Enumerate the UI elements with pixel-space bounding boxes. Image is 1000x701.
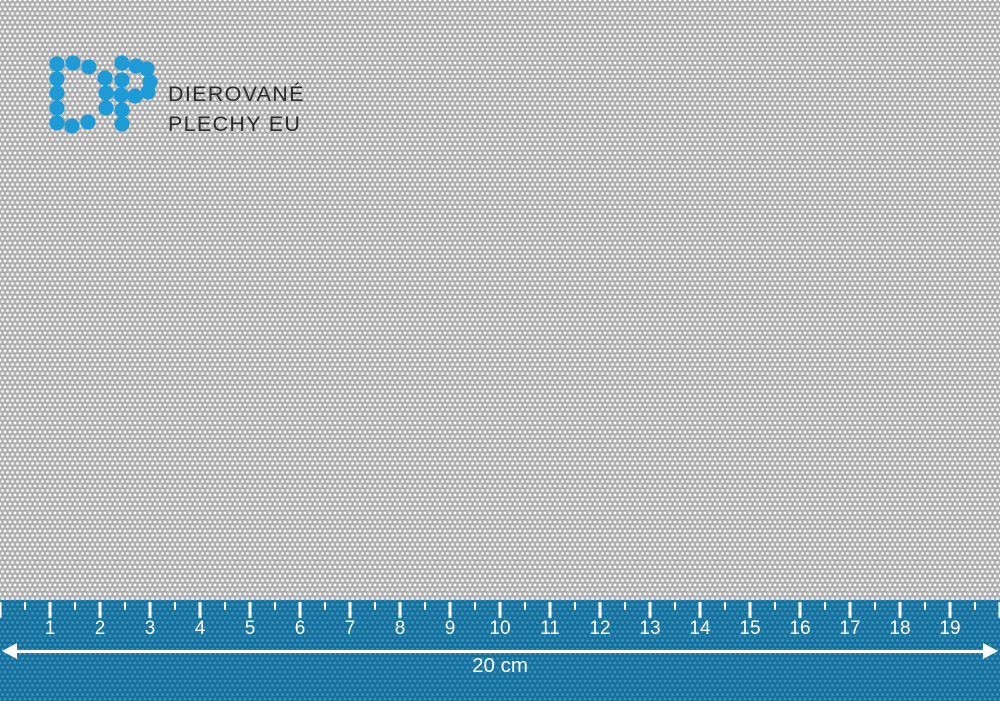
logo-dot	[114, 116, 130, 132]
ruler-number: 19	[939, 618, 961, 639]
ruler-number: 18	[889, 618, 911, 639]
ruler-tick	[474, 602, 476, 610]
logo-dot	[49, 71, 65, 87]
ruler-tick	[524, 602, 526, 610]
ruler-tick	[398, 602, 402, 618]
ruler-number: 8	[394, 618, 406, 639]
ruler-tick	[198, 602, 202, 618]
dimension-label: 20 cm	[472, 654, 528, 677]
ruler-tick	[574, 602, 576, 610]
logo-dot	[64, 118, 80, 134]
ruler-number: 6	[294, 618, 306, 639]
ruler-tick	[924, 602, 926, 610]
ruler-tick	[874, 602, 876, 610]
ruler-tick	[248, 602, 252, 618]
logo-dot	[139, 61, 155, 77]
logo-dot	[97, 70, 113, 86]
ruler-tick	[374, 602, 376, 610]
ruler-tick	[624, 602, 626, 610]
ruler-number: 1	[44, 618, 56, 639]
logo-dot	[81, 59, 97, 75]
logo-dot	[80, 114, 96, 130]
logo-dot	[127, 88, 143, 104]
ruler-number: 16	[789, 618, 811, 639]
ruler-number: 7	[344, 618, 356, 639]
ruler-tick	[824, 602, 826, 610]
logo-dot	[65, 55, 81, 71]
arrow-right-icon	[983, 643, 998, 659]
ruler-number: 4	[194, 618, 206, 639]
ruler-tick	[974, 602, 976, 610]
dp-logo-text: DIEROVANÉ PLECHY EU	[168, 79, 305, 139]
ruler-tick	[548, 602, 552, 618]
ruler-tick	[348, 602, 352, 618]
ruler-tick	[898, 602, 902, 618]
ruler-tick	[698, 602, 702, 618]
logo-dot	[113, 87, 129, 103]
ruler-number: 14	[689, 618, 711, 639]
ruler-number: 5	[244, 618, 256, 639]
ruler-tick	[798, 602, 802, 618]
logo-dot	[114, 55, 130, 71]
ruler-tick	[424, 602, 426, 610]
ruler-tick	[998, 602, 1000, 618]
ruler-number: 13	[639, 618, 661, 639]
ruler-tick	[848, 602, 852, 618]
ruler-number: 10	[489, 618, 511, 639]
logo-dot	[114, 72, 130, 88]
ruler-tick	[498, 602, 502, 618]
ruler-tick	[98, 602, 102, 618]
ruler-tick	[48, 602, 52, 618]
ruler-tick	[774, 602, 776, 610]
ruler-tick	[174, 602, 176, 610]
ruler-tick	[324, 602, 326, 610]
ruler-number: 9	[444, 618, 456, 639]
ruler-number: 15	[739, 618, 761, 639]
ruler-tick	[724, 602, 726, 610]
ruler-tick	[24, 602, 26, 610]
logo-dot	[49, 115, 65, 131]
ruler-tick	[648, 602, 652, 618]
ruler-tick	[598, 602, 602, 618]
ruler-tick	[0, 602, 2, 618]
ruler-number: 17	[839, 618, 861, 639]
logo-dot	[49, 85, 65, 101]
ruler-tick	[224, 602, 226, 610]
ruler-tick	[948, 602, 952, 618]
ruler-number: 3	[144, 618, 156, 639]
ruler-tick	[74, 602, 76, 610]
ruler-number: 2	[94, 618, 106, 639]
dp-logo-dots-icon	[49, 55, 158, 134]
logo-dot	[140, 84, 156, 100]
ruler-tick	[124, 602, 126, 610]
ruler-tick	[298, 602, 302, 618]
logo-line2: PLECHY EU	[168, 112, 302, 136]
ruler-tick	[448, 602, 452, 618]
ruler-tick	[148, 602, 152, 618]
ruler-tick	[674, 602, 676, 610]
perforated-sheet: DIEROVANÉ PLECHY EU	[0, 0, 1000, 600]
dimension-line	[13, 650, 987, 653]
logo-dot	[98, 85, 114, 101]
ruler-number: 12	[589, 618, 611, 639]
logo-dot	[49, 100, 65, 116]
arrow-left-icon	[2, 643, 17, 659]
logo-dot	[114, 102, 130, 118]
ruler: 1 2 3 4 5 6 7 8 9 10 11 12 13 14 15 16 17 18 19 20 cm	[0, 600, 1000, 701]
logo-line1: DIEROVANÉ	[168, 82, 305, 106]
ruler-tick	[748, 602, 752, 618]
logo-dot	[49, 56, 65, 72]
ruler-number: 11	[540, 618, 560, 639]
logo-dot	[98, 100, 114, 116]
ruler-tick	[274, 602, 276, 610]
